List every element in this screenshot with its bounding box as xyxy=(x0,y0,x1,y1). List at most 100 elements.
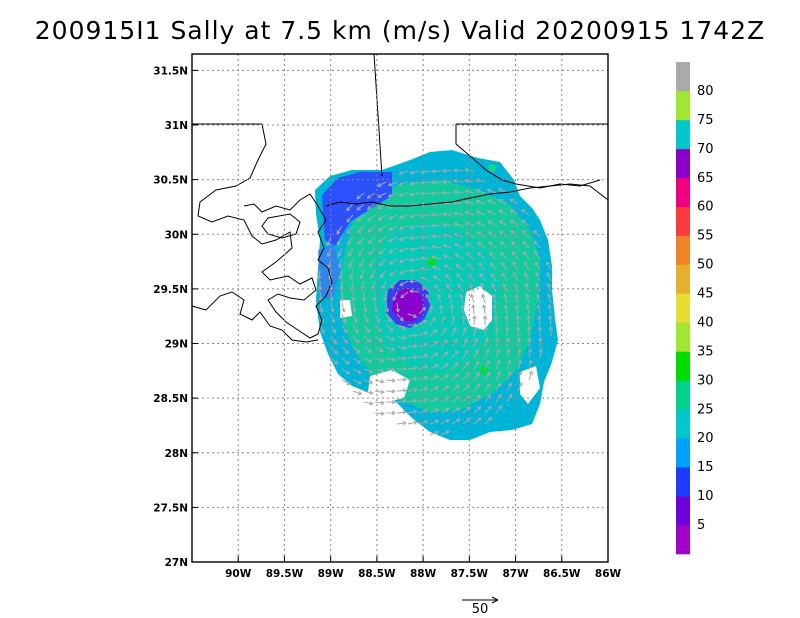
wind-vector xyxy=(498,199,508,205)
wind-vector xyxy=(407,365,418,371)
wind-vector xyxy=(400,291,409,299)
wind-vector xyxy=(477,252,486,260)
wind-vector xyxy=(440,315,446,326)
wind-vector xyxy=(462,372,470,381)
colorbar-swatch xyxy=(676,409,690,439)
wind-vector xyxy=(352,335,360,344)
wind-vector xyxy=(484,371,491,381)
wind-vector xyxy=(481,293,486,304)
wind-vector xyxy=(535,282,541,293)
colorbar-label: 25 xyxy=(697,402,714,417)
lat-tick-label: 30N xyxy=(165,229,188,241)
wind-vector xyxy=(484,416,492,425)
wind-vector xyxy=(538,348,544,359)
wind-vector xyxy=(506,382,512,392)
mississippi-alabama-coast xyxy=(325,183,609,207)
wind-vector xyxy=(345,203,354,212)
wind-vector xyxy=(366,192,376,199)
wind-vector xyxy=(451,326,457,337)
wind-vector xyxy=(525,293,530,304)
wind-vector xyxy=(449,304,454,315)
wind-vector xyxy=(407,387,418,392)
wind-vector xyxy=(337,247,343,258)
lat-tick-label: 27N xyxy=(165,557,188,569)
wind-vector xyxy=(509,209,519,216)
wind-vector xyxy=(352,346,361,354)
wind-vector xyxy=(537,326,543,337)
wind-vector xyxy=(453,211,464,216)
wind-vector xyxy=(418,409,429,414)
wind-vector xyxy=(396,410,407,415)
wind-vector xyxy=(358,247,365,257)
wind-vector xyxy=(476,221,486,227)
wind-vector xyxy=(521,209,530,216)
wind-vector xyxy=(546,271,552,282)
wind-vector xyxy=(347,236,354,246)
wind-vector xyxy=(486,199,497,205)
wind-vector xyxy=(339,280,344,291)
storm-eye-core xyxy=(392,288,424,322)
wind-vector xyxy=(385,399,396,405)
wind-vector xyxy=(330,302,335,313)
wind-vector xyxy=(473,349,479,359)
wind-vector xyxy=(407,344,418,349)
wind-vector xyxy=(407,376,418,381)
wind-vector xyxy=(390,280,398,289)
colorbar-swatch xyxy=(676,119,690,150)
wind-vector xyxy=(525,304,530,315)
wind-vector xyxy=(547,293,552,304)
wind-vector xyxy=(440,374,450,381)
wind-vector xyxy=(356,214,365,222)
wind-vector xyxy=(527,348,533,359)
wind-vector xyxy=(505,337,511,348)
wind-vector xyxy=(517,381,523,392)
wind-vector xyxy=(537,315,542,326)
colorbar-label: 40 xyxy=(697,316,714,331)
wind-vector xyxy=(385,389,396,394)
wind-vector xyxy=(352,390,363,396)
wind-vector xyxy=(505,326,510,337)
wind-vector xyxy=(431,190,442,196)
wind-vector xyxy=(409,170,420,175)
wind-vector xyxy=(370,269,376,279)
wind-vector xyxy=(472,315,477,326)
wind-vector xyxy=(363,335,372,343)
wind-vector xyxy=(451,315,456,326)
wind-vector xyxy=(462,326,467,337)
wind-vector xyxy=(442,211,453,217)
wind-vector xyxy=(330,313,336,324)
wind-vector xyxy=(418,375,429,381)
wind-vector xyxy=(385,357,396,362)
wind-vector xyxy=(493,315,499,326)
colorbar-swatch xyxy=(676,148,690,179)
wind-vector xyxy=(534,261,541,271)
colorbar-swatch xyxy=(676,235,690,265)
wind-vector xyxy=(451,350,459,359)
wind-vector xyxy=(330,357,339,365)
wind-vector xyxy=(340,291,345,302)
wind-vector xyxy=(494,326,499,337)
wind-vector xyxy=(458,283,464,293)
wind-vector xyxy=(502,282,508,293)
state-boundary-ms-al xyxy=(373,53,383,177)
wind-vector xyxy=(352,368,362,374)
wind-vector xyxy=(509,198,519,205)
wind-vector xyxy=(515,315,520,326)
wind-vector xyxy=(524,272,530,282)
wind-vector xyxy=(385,378,396,383)
wind-vector xyxy=(398,225,409,231)
wind-vector xyxy=(356,192,365,200)
wind-vector xyxy=(453,232,464,238)
lon-tick-label: 90W xyxy=(225,568,252,580)
wind-vector xyxy=(336,225,343,235)
wind-vector xyxy=(512,261,519,271)
wind-vector xyxy=(389,269,398,277)
wind-vector xyxy=(536,293,541,304)
wind-vector xyxy=(409,225,420,230)
wind-vector xyxy=(377,225,387,232)
wind-vector xyxy=(521,230,530,238)
wind-vector xyxy=(431,265,442,271)
wind-vector xyxy=(461,315,466,326)
wind-vector xyxy=(367,225,376,233)
wind-vector xyxy=(374,335,383,342)
